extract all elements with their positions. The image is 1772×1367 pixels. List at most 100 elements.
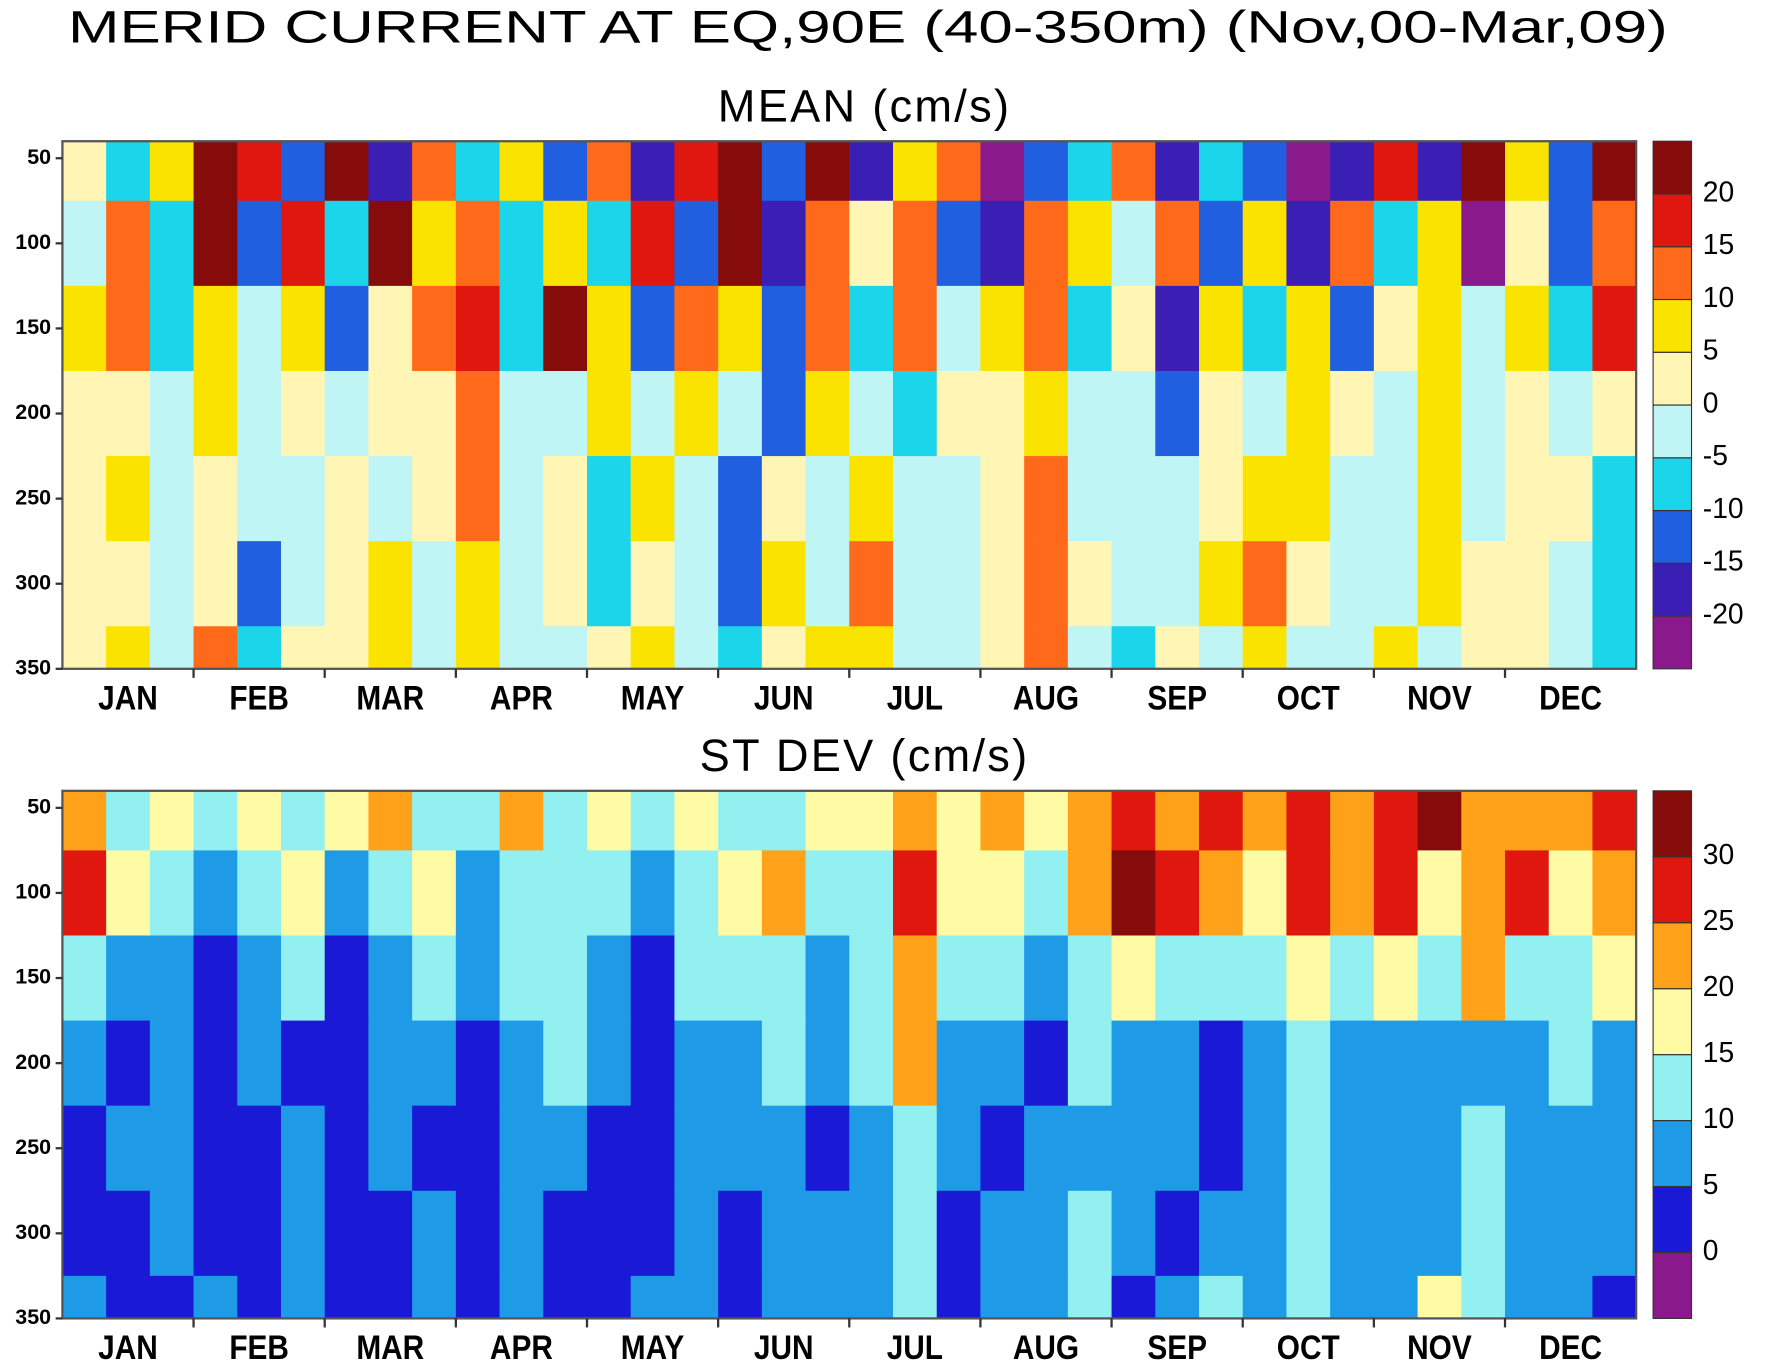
cell (936, 1275, 982, 1320)
cell (1592, 1020, 1637, 1107)
cell (892, 285, 938, 372)
colorbar-label: 5 (1703, 1168, 1719, 1200)
cell (149, 285, 195, 372)
cell (62, 790, 107, 852)
cell (1111, 200, 1156, 287)
cell (761, 285, 807, 372)
cell (1111, 790, 1156, 852)
cell (1024, 285, 1069, 372)
cell (237, 1105, 282, 1192)
cell (1067, 370, 1113, 457)
cell (1024, 1190, 1069, 1277)
cell (980, 456, 1025, 542)
cell (412, 541, 457, 627)
cell (980, 370, 1025, 457)
cell (761, 370, 807, 457)
colorbar-box (1652, 856, 1693, 924)
cell (280, 626, 326, 670)
cell (936, 1105, 982, 1192)
cell (586, 935, 632, 1022)
cell (761, 200, 807, 287)
cell (62, 370, 107, 457)
cell (1548, 1105, 1594, 1192)
cell (193, 370, 238, 457)
cell (1505, 1020, 1550, 1107)
cell (980, 541, 1025, 627)
cell (412, 1275, 457, 1320)
cell (1155, 1020, 1200, 1107)
x-tick-label: DEC (1539, 1328, 1602, 1366)
cell (674, 370, 719, 457)
cell (280, 790, 326, 852)
cell (586, 200, 632, 287)
cell (892, 370, 938, 457)
cell (412, 1190, 457, 1277)
colorbar-box (1652, 140, 1693, 195)
cell (936, 456, 982, 542)
cell (805, 200, 850, 287)
cell (1461, 141, 1506, 202)
cell (892, 456, 938, 542)
cell (1505, 456, 1550, 542)
cell (936, 141, 982, 202)
cell (324, 285, 370, 372)
cell (499, 1020, 544, 1107)
cell (1461, 850, 1506, 937)
colorbar-box (1652, 790, 1693, 858)
cell (980, 1275, 1025, 1320)
cell (280, 370, 326, 457)
cell (805, 541, 850, 627)
panel-title: MEAN (cm/s) (718, 81, 1011, 132)
cell (280, 850, 326, 937)
colorbar-label: 5 (1703, 334, 1719, 366)
cell (1548, 541, 1594, 627)
cell (718, 1020, 763, 1107)
cell (106, 1020, 151, 1107)
cell (674, 626, 719, 670)
cell (1067, 200, 1113, 287)
cell (718, 790, 763, 852)
cell (1461, 1105, 1506, 1192)
cell (761, 1020, 807, 1107)
cell (1548, 285, 1594, 372)
cell (1199, 141, 1244, 202)
cell (499, 541, 544, 627)
cell (1199, 790, 1244, 852)
cell (1330, 141, 1375, 202)
cell (280, 1105, 326, 1192)
cell (62, 456, 107, 542)
cell (543, 1190, 588, 1277)
cell (499, 370, 544, 457)
cell (1024, 456, 1069, 542)
cell (324, 141, 370, 202)
x-tick-label: DEC (1539, 679, 1602, 717)
cell (455, 626, 501, 670)
cell (674, 141, 719, 202)
cell (1111, 285, 1156, 372)
cell (455, 935, 501, 1022)
cell (1111, 541, 1156, 627)
cell (1461, 1020, 1506, 1107)
cell (149, 1020, 195, 1107)
y-tick-label: 50 (27, 145, 51, 169)
cell (980, 935, 1025, 1022)
cell (368, 370, 413, 457)
cell (1592, 541, 1637, 627)
cell (237, 850, 282, 937)
cell (586, 1275, 632, 1320)
y-tick-label: 250 (15, 1135, 51, 1159)
cell (1199, 1020, 1244, 1107)
cell (1199, 1275, 1244, 1320)
cell (1461, 1190, 1506, 1277)
x-tick-label: NOV (1407, 679, 1472, 717)
cell (1417, 1190, 1462, 1277)
cell (1286, 370, 1331, 457)
cell (1242, 850, 1288, 937)
colorbar-label: 20 (1703, 970, 1734, 1002)
cell (1505, 285, 1550, 372)
cell (1330, 626, 1375, 670)
cell (1330, 935, 1375, 1022)
cell (62, 850, 107, 937)
cell (193, 200, 238, 287)
